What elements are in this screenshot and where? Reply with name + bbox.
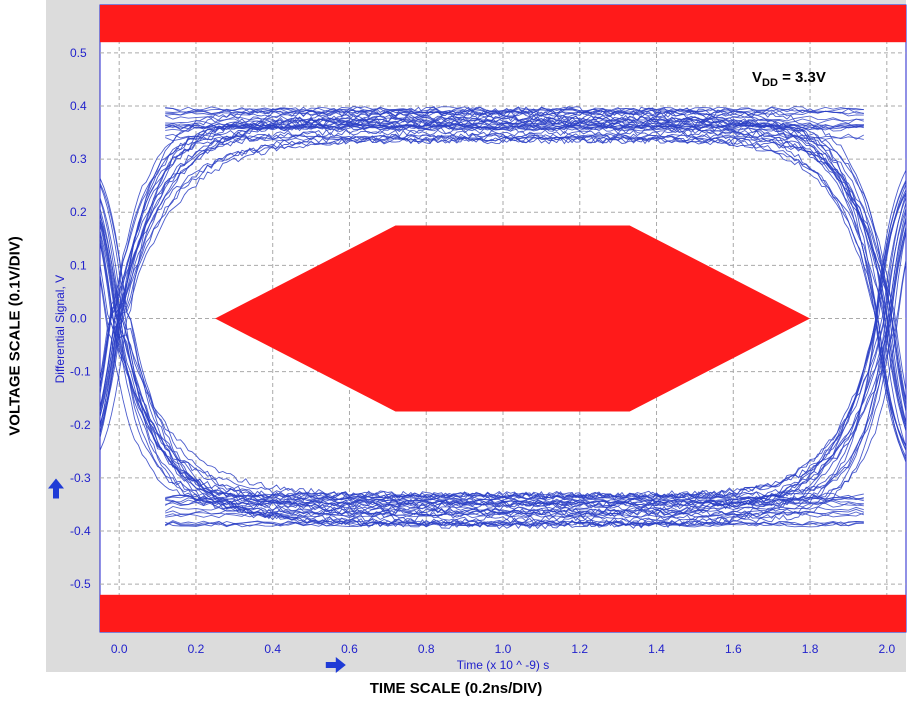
vdd-base: V: [752, 69, 762, 86]
level-trace-16: [165, 118, 864, 125]
level-trace-27: [165, 494, 864, 501]
trace-21: [99, 223, 907, 509]
upper-mask: [100, 5, 906, 43]
y-tick-label-5: 0.0: [70, 312, 87, 326]
vdd-annotation: VDD = 3.3V: [752, 69, 826, 89]
level-trace-8: [165, 106, 864, 113]
trace-32: [99, 113, 907, 428]
level-trace-11: [165, 495, 864, 502]
y-tick-label-2: 0.3: [70, 152, 87, 166]
trace-30: [99, 135, 907, 447]
vdd-subscript: DD: [762, 77, 778, 89]
level-trace-1: [165, 508, 864, 515]
x-tick-label-10: 2.0: [878, 642, 895, 656]
outer-x-label: TIME SCALE (0.2ns/DIV): [369, 680, 543, 697]
vdd-value: = 3.3V: [778, 69, 826, 86]
x-tick-label-9: 1.8: [802, 642, 819, 656]
level-trace-4: [165, 109, 864, 116]
signal-traces: [99, 105, 907, 530]
y-tick-labels: 0.5 0.4 0.3 0.2 0.1 0.0 -0.1 -0.2 -0.3 -0.4 -0.5: [70, 46, 91, 591]
x-tick-label-1: 0.2: [188, 642, 205, 656]
level-trace-29: [164, 520, 864, 527]
trace-34: [99, 129, 907, 431]
y-tick-label-0: 0.5: [70, 46, 87, 60]
x-tick-label-6: 1.2: [571, 642, 588, 656]
y-tick-label-8: -0.3: [70, 471, 91, 485]
level-trace-23: [165, 512, 864, 519]
level-trace-28: [165, 115, 864, 122]
y-tick-label-4: 0.1: [70, 258, 87, 272]
y-tick-label-1: 0.4: [70, 99, 87, 113]
x-tick-label-2: 0.4: [264, 642, 281, 656]
x-tick-label-0: 0.0: [111, 642, 128, 656]
x-axis-label: Time (x 10 ^ -9) s: [457, 658, 550, 672]
x-tick-label-4: 0.8: [418, 642, 435, 656]
y-axis-label: Differential Signal, V: [53, 275, 67, 384]
y-tick-label-7: -0.2: [70, 418, 91, 432]
y-tick-label-9: -0.4: [70, 524, 91, 538]
level-trace-24: [165, 122, 864, 129]
x-tick-labels: 0.0 0.2 0.4 0.6 0.8 1.0 1.2 1.4 1.6 1.8 2.0: [111, 642, 896, 656]
x-tick-label-7: 1.4: [648, 642, 665, 656]
level-trace-15: [165, 501, 864, 508]
axis-arrows: [48, 478, 346, 673]
lower-mask: [100, 594, 906, 632]
level-trace-20: [165, 135, 864, 142]
x-tick-label-5: 1.0: [495, 642, 512, 656]
y-tick-label-3: 0.2: [70, 205, 87, 219]
x-tick-label-3: 0.6: [341, 642, 358, 656]
level-trace-25: [165, 511, 864, 518]
y-tick-label-10: -0.5: [70, 577, 91, 591]
level-trace-26: [165, 107, 864, 115]
level-trace-9: [164, 499, 864, 506]
trace-35: [99, 184, 907, 527]
outer-y-label: VOLTAGE SCALE (0.1V/DIV): [6, 236, 24, 436]
level-trace-19: [164, 505, 864, 512]
y-arrow-icon: [48, 478, 64, 499]
level-trace-14: [165, 110, 864, 117]
center-mask: [215, 225, 811, 412]
x-tick-label-8: 1.6: [725, 642, 742, 656]
y-tick-label-6: -0.1: [70, 365, 91, 379]
x-arrow-icon: [325, 657, 346, 673]
level-trace-22: [165, 133, 865, 140]
eye-masks: [100, 5, 906, 632]
